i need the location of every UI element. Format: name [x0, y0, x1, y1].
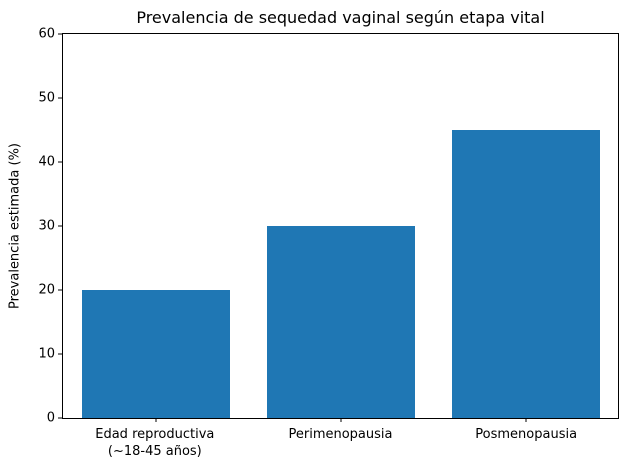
chart-title: Prevalencia de sequedad vaginal según et… [136, 8, 545, 27]
x-tick-label: Perimenopausia [288, 427, 393, 442]
y-tick-label: 30 [38, 218, 55, 234]
x-tick-label: Posmenopausia [475, 427, 578, 442]
x-tick-mark [155, 418, 156, 422]
plot-area: 0 10 20 30 40 50 60 [38, 28, 619, 425]
y-tick-mark [58, 97, 62, 99]
y-tick-mark [58, 289, 62, 291]
y-tick-mark [58, 353, 62, 355]
bar-1 [266, 226, 415, 418]
y-tick-label: 40 [38, 154, 55, 170]
y-tick-mark [58, 161, 62, 163]
y-tick-label: 0 [46, 410, 55, 426]
y-tick-label: 20 [38, 282, 55, 298]
y-axis-label: Prevalencia estimada (%) [7, 143, 23, 309]
x-tick-label: Edad reproductiva (~18-45 años) [95, 427, 215, 459]
bar-2 [451, 130, 600, 418]
x-tick-mark [340, 418, 341, 422]
y-tick-label: 10 [38, 346, 55, 362]
y-tick-mark [58, 417, 62, 419]
y-tick-label: 60 [38, 26, 55, 42]
x-tick-labels: Edad reproductiva (~18-45 años) Perimenop… [62, 427, 619, 467]
y-tick-mark [58, 33, 62, 35]
bar-0 [81, 290, 230, 418]
y-tick-label: 50 [38, 90, 55, 106]
y-tick-mark [58, 225, 62, 227]
x-tick-mark [525, 418, 526, 422]
